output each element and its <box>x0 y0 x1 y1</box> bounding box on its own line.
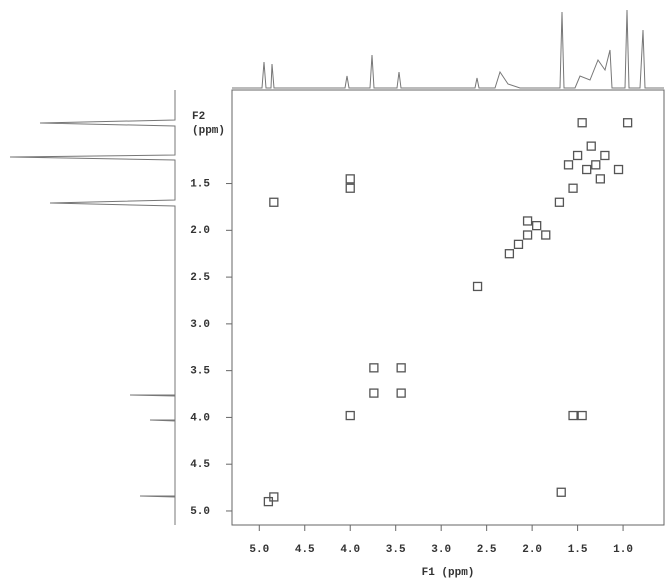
cross-peak <box>541 230 551 240</box>
x-tick-label: 4.0 <box>340 544 360 556</box>
x-tick-label: 2.0 <box>522 544 542 556</box>
cross-peak <box>369 388 379 398</box>
cross-peak <box>622 118 633 128</box>
f1-projection <box>232 9 664 89</box>
cross-peak <box>532 220 542 231</box>
y-tick-label: 2.0 <box>190 225 210 237</box>
cross-peak <box>396 363 406 373</box>
cross-peak <box>556 487 566 497</box>
y-tick-label: 2.5 <box>190 272 210 284</box>
cross-peak <box>345 410 355 421</box>
y-tick-label: 4.0 <box>190 412 210 424</box>
cross-peak <box>577 118 587 128</box>
y-tick-label: 1.5 <box>190 178 210 190</box>
y-tick-label: 4.5 <box>190 459 210 471</box>
cross-peak <box>345 183 355 193</box>
cross-peak <box>522 230 533 240</box>
cross-peak <box>595 174 605 184</box>
cross-peak <box>591 160 601 170</box>
y-axis-label: (ppm) <box>192 125 225 137</box>
cross-peak <box>572 150 583 161</box>
x-tick-label: 5.0 <box>249 544 269 556</box>
y-tick-label: 5.0 <box>190 506 210 518</box>
cross-peak <box>582 164 592 175</box>
cross-peak <box>586 141 596 151</box>
cross-peak <box>568 183 578 193</box>
cross-peak <box>269 197 279 207</box>
x-tick-label: 4.5 <box>295 544 315 556</box>
cross-peak <box>568 410 578 421</box>
cross-peak <box>504 249 515 259</box>
cross-peak <box>269 492 279 502</box>
cross-peak <box>396 388 406 398</box>
cross-peak <box>554 197 565 207</box>
cross-peak <box>263 496 274 507</box>
y-tick-label: 3.0 <box>190 319 210 331</box>
cross-peak <box>600 150 610 161</box>
cross-peak <box>577 410 587 421</box>
x-tick-label: 2.5 <box>477 544 497 556</box>
cross-peak <box>369 363 379 373</box>
cross-peak <box>613 164 624 175</box>
x-tick-label: 3.0 <box>431 544 451 556</box>
x-axis-label: F1 (ppm) <box>422 567 475 579</box>
x-tick-label: 3.5 <box>386 544 406 556</box>
plot-frame <box>231 89 665 526</box>
cross-peak <box>522 216 533 226</box>
x-tick-label: 1.5 <box>568 544 588 556</box>
x-tick-label: 1.0 <box>613 544 633 556</box>
y-axis-label: F2 <box>192 111 205 123</box>
f2-projection <box>9 90 176 525</box>
cross-peak <box>345 174 355 184</box>
cross-peak <box>513 239 524 250</box>
cross-peak <box>563 160 574 170</box>
y-tick-label: 3.5 <box>190 366 210 378</box>
cross-peak <box>472 281 483 292</box>
